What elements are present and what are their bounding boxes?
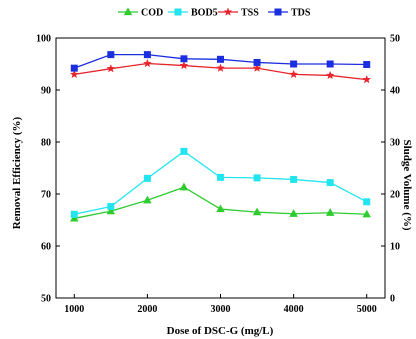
x-tick-label: 5000 bbox=[357, 304, 377, 315]
data-point-tds bbox=[326, 60, 334, 68]
data-point-bod5 bbox=[253, 174, 261, 182]
data-point-tds bbox=[143, 51, 151, 59]
data-point-cod bbox=[143, 195, 152, 204]
y2-tick-label: 50 bbox=[390, 34, 400, 45]
legend-item-bod5: BOD5 bbox=[168, 8, 218, 19]
series-tds bbox=[70, 51, 371, 72]
data-point-tss bbox=[143, 58, 152, 68]
legend-marker-tss bbox=[223, 7, 233, 16]
legend-marker-bod5 bbox=[174, 8, 182, 16]
data-point-tss bbox=[289, 69, 298, 79]
data-point-cod bbox=[289, 209, 298, 217]
data-point-cod bbox=[325, 208, 335, 216]
legend-marker-tds bbox=[274, 8, 282, 16]
legend-label-bod5: BOD5 bbox=[191, 8, 218, 19]
data-point-tds bbox=[107, 51, 115, 59]
data-point-bod5 bbox=[217, 173, 224, 181]
y2-tick-label: 0 bbox=[390, 294, 395, 305]
y2-tick-label: 30 bbox=[390, 138, 400, 149]
data-point-cod bbox=[70, 213, 79, 222]
series-layer bbox=[69, 51, 372, 222]
series-tss bbox=[69, 58, 372, 84]
x-axis-title: Dose of DSC-G (mg/L) bbox=[167, 325, 274, 337]
data-point-tss bbox=[216, 63, 225, 72]
data-point-tss bbox=[252, 63, 262, 72]
series-bod5 bbox=[70, 147, 371, 218]
legend-item-tds: TDS bbox=[268, 8, 311, 19]
y2-tick-label: 20 bbox=[390, 190, 400, 201]
legend-label-cod: COD bbox=[141, 8, 163, 19]
data-point-tss bbox=[362, 75, 372, 84]
data-point-tds bbox=[290, 60, 298, 68]
legend-label-tss: TSS bbox=[241, 8, 259, 19]
data-point-bod5 bbox=[107, 202, 115, 210]
data-point-tds bbox=[217, 55, 224, 63]
plot-frame bbox=[55, 37, 386, 299]
y2-axis-title: Sludge Volume (%) bbox=[401, 139, 413, 230]
data-point-tds bbox=[180, 55, 188, 63]
x-tick-label: 3000 bbox=[211, 304, 231, 315]
data-point-bod5 bbox=[363, 198, 371, 206]
data-point-cod bbox=[362, 209, 371, 218]
y2-tick-label: 10 bbox=[390, 242, 400, 253]
x-tick-label: 2000 bbox=[137, 304, 157, 315]
legend-item-cod: COD bbox=[118, 7, 163, 19]
y-tick-label: 50 bbox=[41, 294, 51, 305]
y-axis-title: Removal Efficiency (%) bbox=[11, 116, 23, 229]
y-tick-label: 90 bbox=[41, 86, 51, 97]
legend-marker-cod bbox=[123, 7, 133, 16]
data-point-bod5 bbox=[70, 210, 78, 218]
legend: COD BOD5 TSS TDS bbox=[118, 7, 311, 19]
y-tick-label: 60 bbox=[41, 242, 51, 253]
data-point-cod bbox=[106, 206, 116, 215]
y-tick-label: 80 bbox=[41, 138, 51, 149]
data-point-tss bbox=[69, 69, 79, 79]
data-point-bod5 bbox=[180, 147, 188, 155]
data-point-tss bbox=[179, 60, 189, 70]
data-point-bod5 bbox=[326, 179, 334, 187]
y2-tick-label: 40 bbox=[390, 86, 400, 97]
data-point-tds bbox=[70, 64, 78, 72]
y-tick-label: 100 bbox=[36, 34, 51, 45]
data-point-bod5 bbox=[143, 174, 151, 182]
data-point-cod bbox=[179, 182, 189, 191]
data-point-tss bbox=[106, 64, 116, 73]
data-point-tss bbox=[325, 70, 335, 80]
data-point-cod bbox=[216, 204, 225, 213]
x-tick-label: 4000 bbox=[284, 304, 304, 315]
series-cod bbox=[70, 182, 371, 222]
data-point-bod5 bbox=[290, 175, 298, 183]
data-point-cod bbox=[252, 207, 262, 216]
legend-item-tss: TSS bbox=[218, 7, 259, 19]
data-point-tds bbox=[253, 58, 261, 66]
x-tick-label: 1000 bbox=[64, 304, 84, 315]
series-line-cod bbox=[74, 186, 367, 220]
data-point-tds bbox=[363, 61, 371, 69]
y-tick-label: 70 bbox=[41, 190, 51, 201]
legend-label-tds: TDS bbox=[291, 8, 311, 19]
